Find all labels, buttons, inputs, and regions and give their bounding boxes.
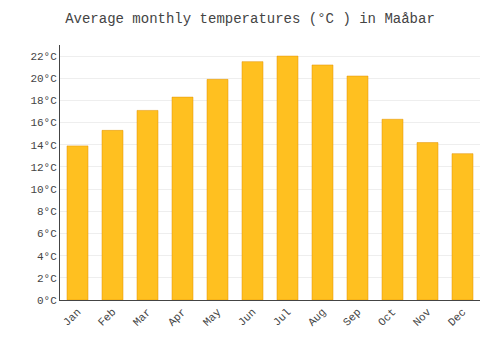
svg-text:Nov: Nov (411, 306, 434, 329)
svg-text:16°C: 16°C (30, 117, 57, 129)
svg-text:Sep: Sep (341, 306, 363, 328)
svg-text:Jan: Jan (61, 306, 83, 328)
svg-text:Jun: Jun (236, 306, 258, 328)
svg-text:8°C: 8°C (37, 206, 57, 218)
svg-text:0°C: 0°C (37, 295, 57, 307)
svg-text:22°C: 22°C (30, 51, 57, 63)
svg-text:Dec: Dec (446, 306, 468, 328)
svg-text:2°C: 2°C (37, 273, 57, 285)
svg-text:14°C: 14°C (30, 140, 57, 152)
svg-text:Apr: Apr (166, 306, 188, 328)
svg-text:6°C: 6°C (37, 228, 57, 240)
svg-text:Oct: Oct (376, 306, 398, 328)
svg-text:Mar: Mar (131, 306, 153, 328)
svg-text:12°C: 12°C (30, 162, 57, 174)
svg-text:4°C: 4°C (37, 251, 57, 263)
svg-text:Jul: Jul (271, 306, 293, 328)
svg-text:Average monthly temperatures (: Average monthly temperatures (°C ) in Ma… (65, 11, 435, 27)
svg-text:18°C: 18°C (30, 95, 57, 107)
svg-text:10°C: 10°C (30, 184, 57, 196)
svg-text:Aug: Aug (306, 306, 328, 328)
svg-text:20°C: 20°C (30, 73, 57, 85)
svg-text:May: May (201, 306, 224, 329)
svg-text:Feb: Feb (96, 306, 118, 328)
